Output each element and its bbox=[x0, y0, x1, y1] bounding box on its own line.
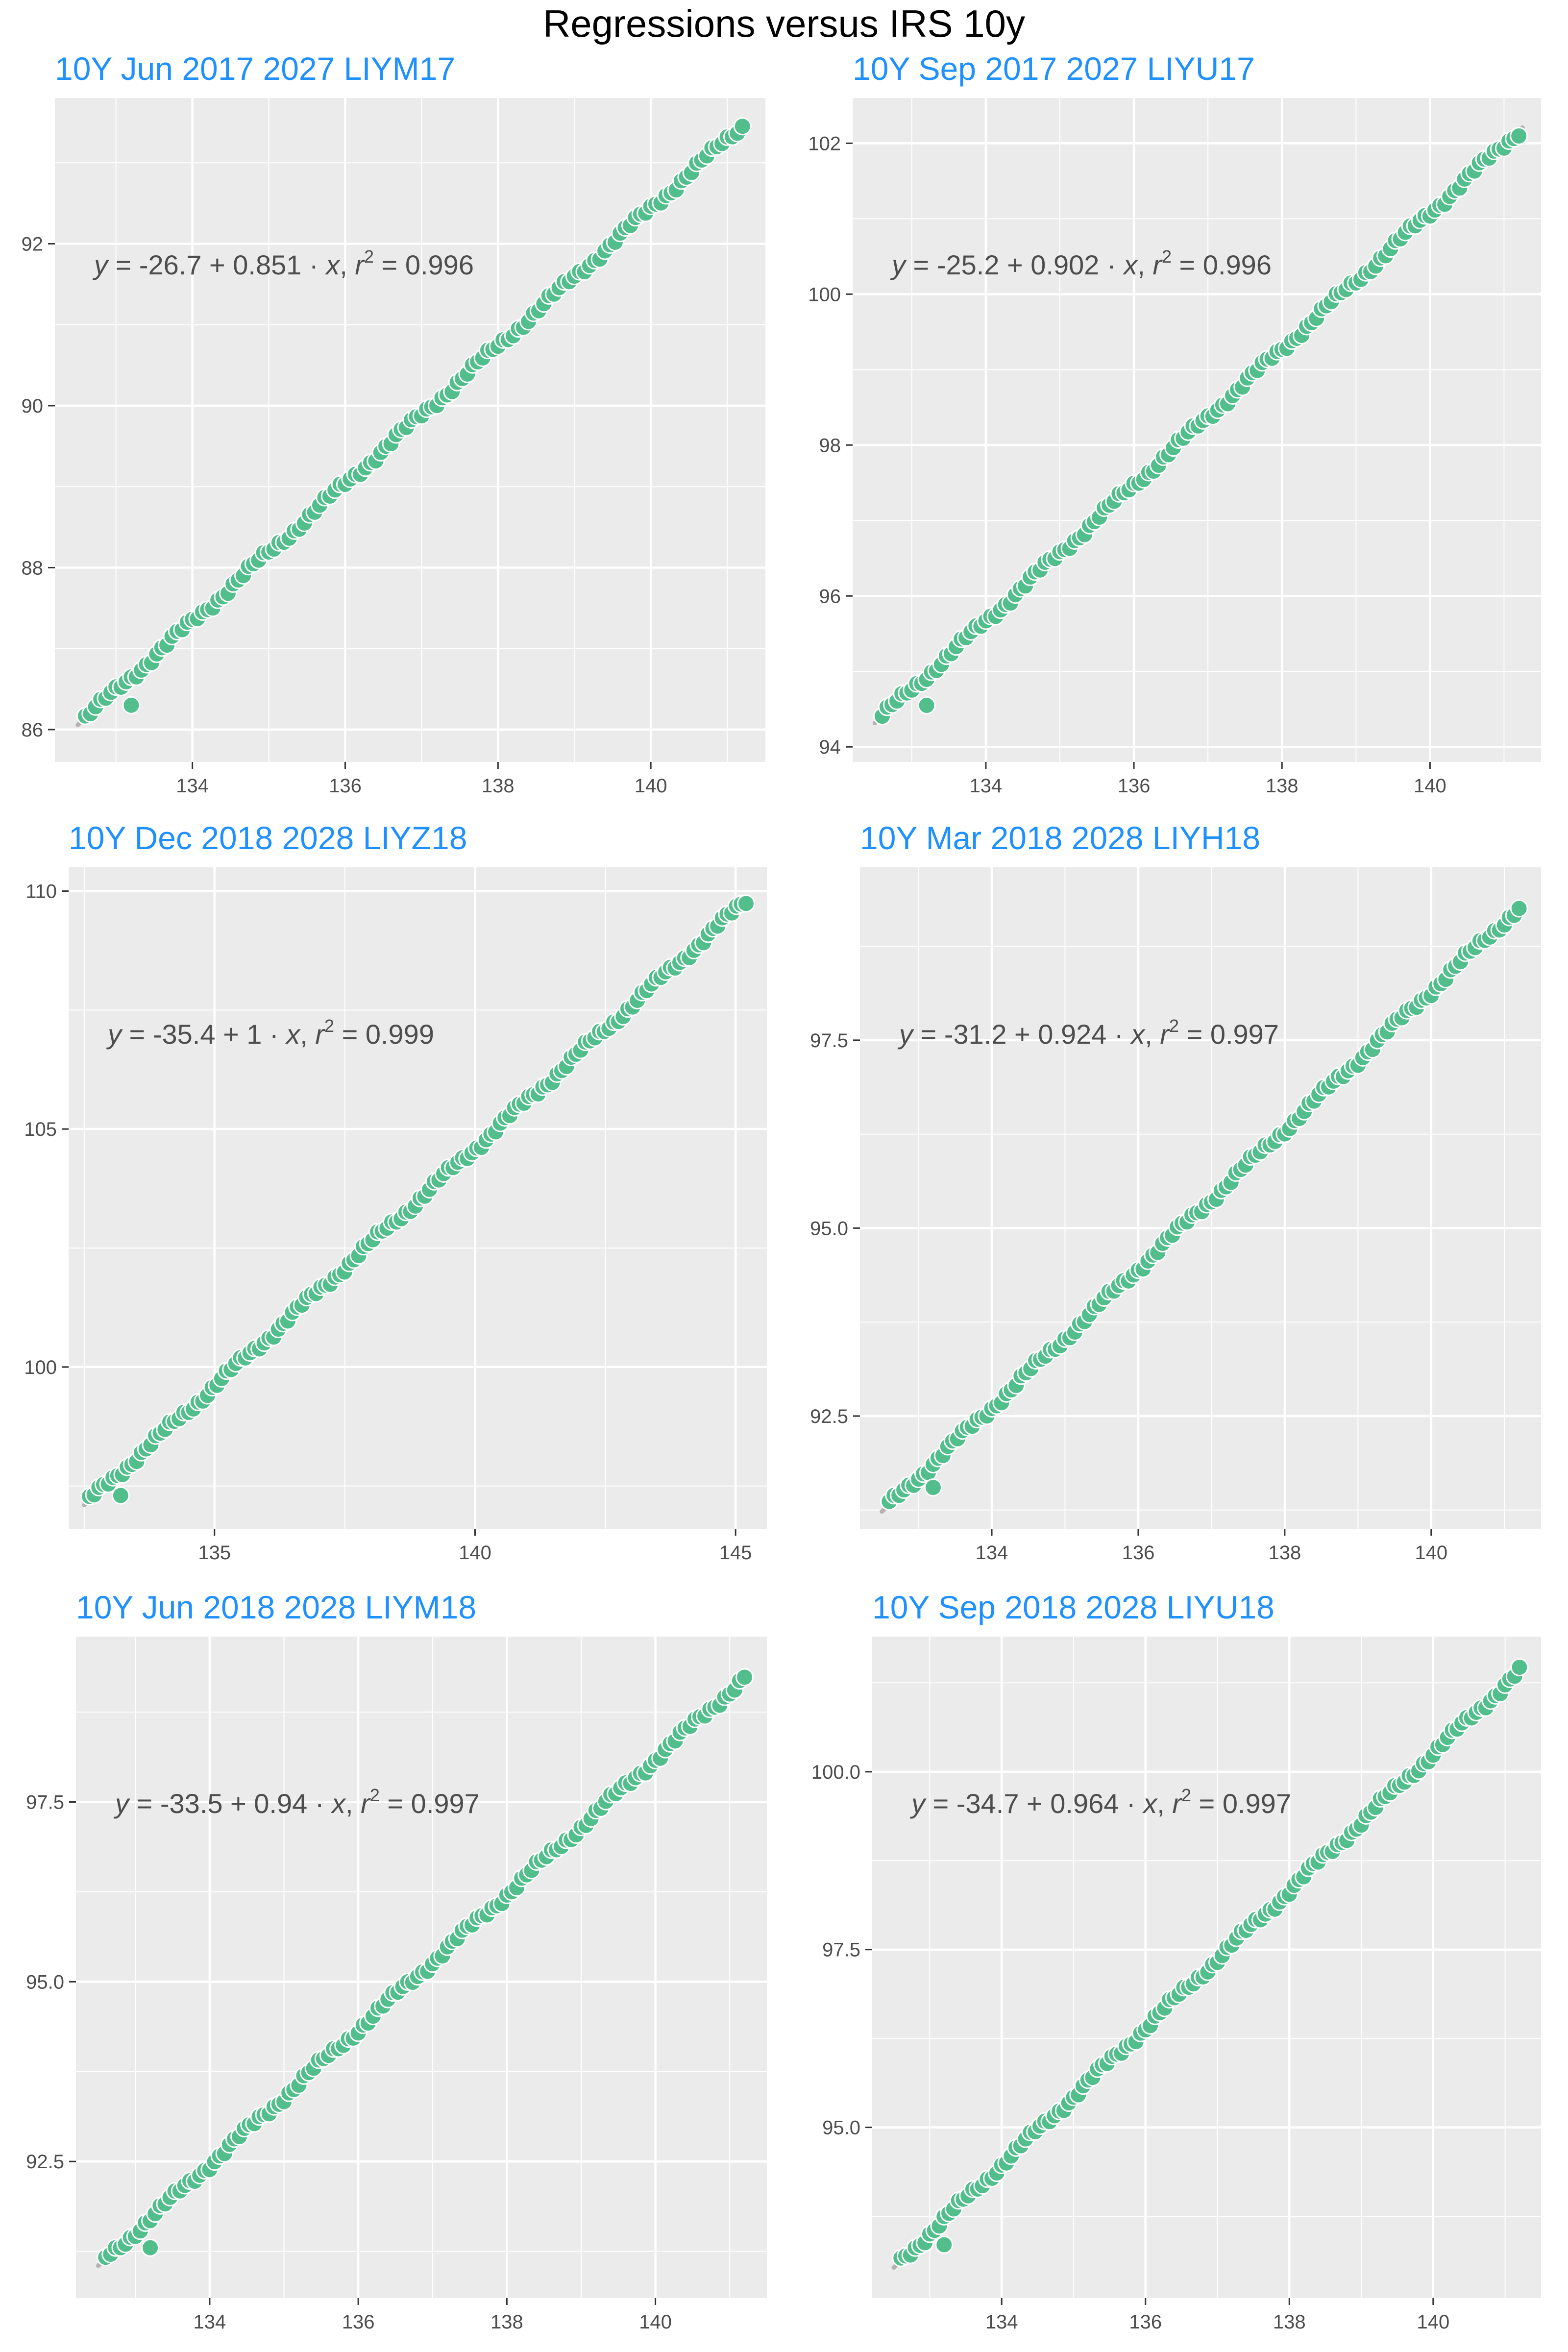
y-tick-label: 97.5 bbox=[26, 1792, 64, 1813]
x-tick-label: 140 bbox=[635, 775, 667, 797]
data-point bbox=[1510, 127, 1528, 146]
y-tick-label: 100.0 bbox=[811, 1762, 860, 1783]
regression-equation: y = -25.2 + 0.902 · x, r2 = 0.996 bbox=[890, 246, 1272, 280]
panel-title: 10Y Sep 2017 2027 LIYU17 bbox=[853, 50, 1255, 87]
y-tick-label: 95.0 bbox=[26, 1971, 64, 1993]
data-point bbox=[1510, 899, 1528, 918]
data-point bbox=[736, 894, 755, 913]
x-tick-label: 134 bbox=[194, 2311, 226, 2333]
x-tick-label: 136 bbox=[1118, 775, 1151, 797]
outlier-point bbox=[917, 696, 936, 715]
scatter-plot: 134 136 138 140 95.0 97.5 100.0 y = -34.7 + 0.9… bbox=[811, 1637, 1541, 2333]
regression-equation: y = -34.7 + 0.964 · x, r2 = 0.997 bbox=[909, 1785, 1291, 1819]
x-tick-label: 140 bbox=[1417, 2311, 1449, 2333]
y-tick-label: 86 bbox=[22, 719, 44, 741]
y-tick-label: 92.5 bbox=[26, 2151, 64, 2173]
x-tick-label: 138 bbox=[1269, 1542, 1301, 1564]
x-tick-label: 134 bbox=[176, 775, 209, 797]
y-tick-label: 92 bbox=[22, 233, 44, 255]
panel-title: 10Y Jun 2017 2027 LIYM17 bbox=[55, 50, 456, 87]
outlier-point bbox=[141, 2238, 160, 2257]
y-tick-label: 92.5 bbox=[810, 1406, 848, 1427]
regression-equation: y = -31.2 + 0.924 · x, r2 = 0.997 bbox=[897, 1016, 1279, 1050]
regression-equation: y = -26.7 + 0.851 · x, r2 = 0.996 bbox=[92, 246, 474, 280]
y-tick-label: 110 bbox=[25, 881, 57, 903]
outlier-point bbox=[122, 696, 141, 714]
x-tick-label: 134 bbox=[985, 2311, 1018, 2333]
x-tick-label: 138 bbox=[490, 2311, 523, 2333]
outlier-point bbox=[111, 1486, 130, 1505]
y-tick-label: 100 bbox=[808, 284, 841, 305]
data-point bbox=[733, 117, 752, 136]
x-tick-label: 140 bbox=[1415, 1542, 1447, 1564]
scatter-plot: 135 140 145 100 105 110 y = -35.4 + 1 · x, r2 … bbox=[24, 867, 767, 1564]
x-tick-label: 136 bbox=[342, 2311, 375, 2333]
x-tick-label: 134 bbox=[976, 1542, 1008, 1564]
panel-title: 10Y Sep 2018 2028 LIYU18 bbox=[872, 1589, 1274, 1625]
y-tick-label: 94 bbox=[819, 736, 841, 758]
y-tick-label: 98 bbox=[819, 435, 841, 456]
data-point bbox=[735, 1668, 754, 1687]
scatter-plot: 134 136 138 140 94 96 98 100 102 y = -25.2 + 0.90… bbox=[808, 98, 1541, 797]
page-title: Regressions versus IRS 10y bbox=[542, 2, 1026, 45]
y-tick-label: 100 bbox=[24, 1357, 57, 1378]
panel-title: 10Y Mar 2018 2028 LIYH18 bbox=[860, 820, 1261, 856]
x-tick-label: 140 bbox=[639, 2311, 672, 2333]
y-tick-label: 95.0 bbox=[810, 1218, 848, 1239]
scatter-plot: 134 136 138 140 86 88 90 92 y = -26.7 + 0.851 · … bbox=[22, 98, 765, 797]
regression-equation: y = -33.5 + 0.94 · x, r2 = 0.997 bbox=[113, 1785, 480, 1819]
x-tick-label: 140 bbox=[459, 1542, 491, 1564]
x-tick-label: 135 bbox=[198, 1542, 231, 1564]
x-tick-label: 136 bbox=[329, 775, 362, 797]
scatter-plot: 134 136 138 140 92.5 95.0 97.5 y = -31.2 + 0.92… bbox=[810, 867, 1541, 1564]
x-tick-label: 138 bbox=[1273, 2311, 1306, 2333]
regression-equation: y = -35.4 + 1 · x, r2 = 0.999 bbox=[106, 1016, 434, 1050]
y-tick-label: 97.5 bbox=[810, 1030, 848, 1052]
y-tick-label: 96 bbox=[819, 586, 841, 607]
x-tick-label: 136 bbox=[1129, 2311, 1162, 2333]
y-tick-label: 105 bbox=[24, 1119, 57, 1140]
x-tick-label: 140 bbox=[1414, 775, 1446, 797]
panel-title: 10Y Jun 2018 2028 LIYM18 bbox=[76, 1589, 477, 1625]
y-tick-label: 88 bbox=[22, 557, 44, 579]
y-tick-label: 90 bbox=[22, 395, 44, 417]
data-point bbox=[1510, 1658, 1529, 1677]
y-tick-label: 97.5 bbox=[822, 1939, 860, 1961]
x-tick-label: 136 bbox=[1122, 1542, 1155, 1564]
outlier-point bbox=[924, 1478, 942, 1497]
outlier-point bbox=[935, 2235, 954, 2254]
scatter-plot: 134 136 138 140 92.5 95.0 97.5 y = -33.5 + 0.94… bbox=[26, 1637, 767, 2333]
x-tick-label: 138 bbox=[1266, 775, 1298, 797]
x-tick-label: 145 bbox=[719, 1542, 752, 1564]
x-tick-label: 134 bbox=[970, 775, 1003, 797]
panel-title: 10Y Dec 2018 2028 LIYZ18 bbox=[69, 820, 467, 856]
y-tick-label: 102 bbox=[808, 133, 841, 154]
y-tick-label: 95.0 bbox=[822, 2117, 860, 2139]
x-tick-label: 138 bbox=[482, 775, 514, 797]
